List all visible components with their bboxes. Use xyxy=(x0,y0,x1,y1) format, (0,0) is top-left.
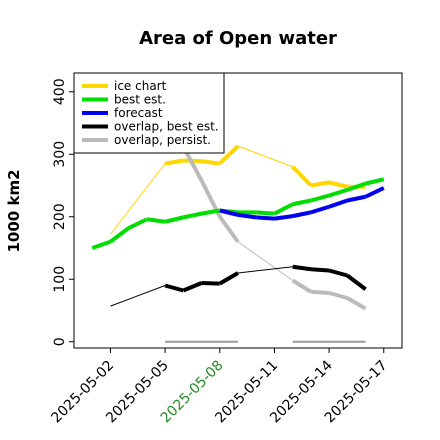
series-segment xyxy=(182,211,202,220)
series-best-est- xyxy=(91,177,385,250)
y-tick-label: 200 xyxy=(52,203,68,230)
series-segment xyxy=(201,159,221,166)
series-segment xyxy=(346,296,367,311)
legend-label: ice chart xyxy=(114,79,167,93)
series-segment xyxy=(328,198,348,209)
series-segment xyxy=(310,180,330,188)
series-segment xyxy=(201,281,220,286)
series-segment xyxy=(237,241,293,281)
plot-area: 01002003004002025-05-022025-05-052025-05… xyxy=(48,72,403,426)
series-segment xyxy=(346,273,367,291)
series-segment xyxy=(91,239,112,250)
series-segment xyxy=(274,214,293,221)
y-tick-label: 400 xyxy=(52,78,68,105)
series-segment xyxy=(256,210,275,216)
series-segment xyxy=(256,215,275,221)
series-segment xyxy=(292,264,312,272)
series-segment xyxy=(292,198,312,207)
series-segment xyxy=(110,163,166,235)
series-segment xyxy=(292,210,312,219)
series-segment xyxy=(310,289,330,295)
series-segment xyxy=(237,212,257,220)
series-segment xyxy=(273,202,294,216)
chart-title: Area of Open water xyxy=(139,28,337,49)
legend-label: overlap, persist. xyxy=(114,133,211,147)
y-tick-label: 100 xyxy=(52,266,68,293)
series-segment xyxy=(164,215,184,224)
series-segment xyxy=(310,267,330,273)
series-segment xyxy=(219,208,239,217)
series-segment xyxy=(310,204,330,215)
legend-label: forecast xyxy=(114,106,163,120)
series-segment xyxy=(164,283,184,293)
y-tick-label: 300 xyxy=(52,141,68,168)
series-segment xyxy=(365,177,385,186)
series-segment xyxy=(328,180,348,189)
series-segment xyxy=(346,194,366,203)
legend-label: overlap, best est. xyxy=(114,120,219,134)
series-segment xyxy=(237,266,293,274)
series-segment xyxy=(310,193,330,203)
series-segment xyxy=(218,144,240,166)
legend-label: best est. xyxy=(114,93,166,107)
series-segment xyxy=(218,271,240,286)
series-segment xyxy=(182,281,203,293)
series-forecast xyxy=(219,186,385,221)
series-segment xyxy=(346,181,367,192)
series-segment xyxy=(109,226,130,244)
series-segment xyxy=(291,165,313,187)
series-segment xyxy=(328,291,348,300)
series-segment xyxy=(146,217,166,224)
series-segment xyxy=(328,268,348,278)
y-axis-label: 1000 km2 xyxy=(5,169,23,252)
series-segment xyxy=(127,217,148,230)
y-tick-label: 0 xyxy=(52,337,68,346)
series-segment xyxy=(328,187,348,198)
series-segment xyxy=(291,278,312,294)
series-segment xyxy=(110,285,166,307)
series-segment xyxy=(237,145,293,168)
series-segment xyxy=(201,208,221,216)
series-segment xyxy=(364,186,385,199)
series-overlap-best-est- xyxy=(110,264,367,307)
axes-frame xyxy=(73,72,403,349)
series-segment xyxy=(164,158,184,166)
series-segment xyxy=(218,215,240,243)
